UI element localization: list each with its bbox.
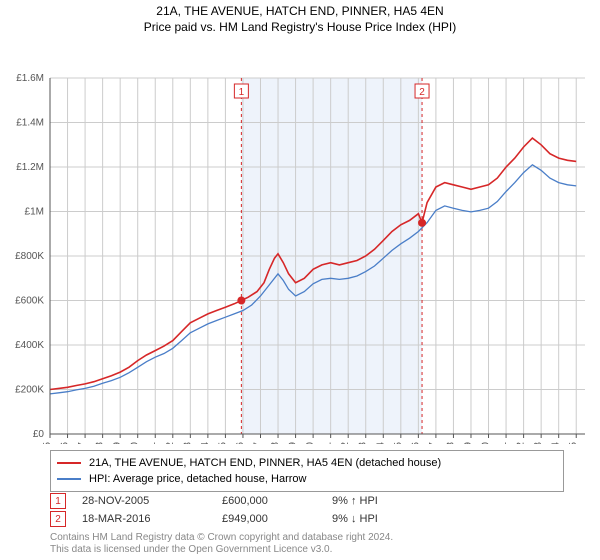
svg-text:2012: 2012 (340, 442, 351, 444)
svg-text:2013: 2013 (358, 442, 369, 444)
sale-row: 2 18-MAR-2016 £949,000 9% ↓ HPI (50, 510, 442, 528)
footer-line: This data is licensed under the Open Gov… (50, 544, 393, 556)
price-chart: £0 £200K £400K £600K £800K £1M £1.2M £1.4M £1.6M… (0, 34, 600, 444)
svg-text:2: 2 (419, 87, 425, 98)
footer-line: Contains HM Land Registry data © Crown c… (50, 532, 393, 544)
svg-text:2017: 2017 (428, 442, 439, 444)
svg-text:£1.4M: £1.4M (16, 118, 44, 129)
svg-text:£400K: £400K (15, 340, 44, 351)
sale-marker-box: 2 (50, 511, 66, 527)
sales-table: 1 28-NOV-2005 £600,000 9% ↑ HPI 2 18-MAR… (50, 492, 442, 528)
svg-text:2022: 2022 (516, 442, 527, 444)
svg-text:2024: 2024 (551, 442, 562, 444)
legend-box: 21A, THE AVENUE, HATCH END, PINNER, HA5 … (50, 450, 564, 492)
legend-item-property: 21A, THE AVENUE, HATCH END, PINNER, HA5 … (57, 455, 557, 471)
svg-text:2021: 2021 (498, 442, 509, 444)
sale-delta: 9% ↓ HPI (332, 513, 442, 525)
svg-text:2004: 2004 (200, 442, 211, 444)
svg-text:2009: 2009 (288, 442, 299, 444)
svg-text:2023: 2023 (533, 442, 544, 444)
legend-label: HPI: Average price, detached house, Harr… (89, 473, 306, 485)
svg-text:2008: 2008 (270, 442, 281, 444)
sale-marker-box: 1 (50, 493, 66, 509)
svg-text:£1.6M: £1.6M (16, 73, 44, 84)
svg-text:2001: 2001 (147, 442, 158, 444)
svg-text:1997: 1997 (77, 442, 88, 444)
svg-text:2018: 2018 (445, 442, 456, 444)
title-address: 21A, THE AVENUE, HATCH END, PINNER, HA5 … (0, 4, 600, 18)
svg-text:1995: 1995 (42, 442, 53, 444)
chart-titles: 21A, THE AVENUE, HATCH END, PINNER, HA5 … (0, 0, 600, 34)
legend-item-hpi: HPI: Average price, detached house, Harr… (57, 471, 557, 487)
svg-text:2019: 2019 (463, 442, 474, 444)
svg-text:2006: 2006 (235, 442, 246, 444)
svg-text:2020: 2020 (481, 442, 492, 444)
svg-text:1998: 1998 (95, 442, 106, 444)
svg-text:£200K: £200K (15, 385, 44, 396)
svg-text:1996: 1996 (60, 442, 71, 444)
svg-text:£1.2M: £1.2M (16, 162, 44, 173)
sale-row: 1 28-NOV-2005 £600,000 9% ↑ HPI (50, 492, 442, 510)
svg-text:1: 1 (239, 87, 245, 98)
title-subtitle: Price paid vs. HM Land Registry's House … (0, 20, 600, 34)
svg-text:1999: 1999 (112, 442, 123, 444)
sale-date: 28-NOV-2005 (82, 495, 222, 507)
svg-text:£600K: £600K (15, 296, 44, 307)
svg-text:2005: 2005 (217, 442, 228, 444)
svg-text:2010: 2010 (305, 442, 316, 444)
svg-text:2000: 2000 (130, 442, 141, 444)
legend-swatch (57, 462, 81, 464)
sale-date: 18-MAR-2016 (82, 513, 222, 525)
svg-text:2011: 2011 (323, 442, 334, 444)
svg-text:2015: 2015 (393, 442, 404, 444)
svg-text:2016: 2016 (410, 442, 421, 444)
svg-text:2003: 2003 (182, 442, 193, 444)
svg-text:2025: 2025 (568, 442, 579, 444)
sale-price: £600,000 (222, 495, 332, 507)
legend-label: 21A, THE AVENUE, HATCH END, PINNER, HA5 … (89, 457, 441, 469)
svg-text:2002: 2002 (165, 442, 176, 444)
chart-container: 21A, THE AVENUE, HATCH END, PINNER, HA5 … (0, 0, 600, 560)
svg-text:2007: 2007 (252, 442, 263, 444)
footer-attribution: Contains HM Land Registry data © Crown c… (50, 532, 393, 556)
svg-text:2014: 2014 (375, 442, 386, 444)
svg-text:£1M: £1M (25, 207, 44, 218)
sale-delta: 9% ↑ HPI (332, 495, 442, 507)
svg-text:£0: £0 (33, 429, 45, 440)
sale-price: £949,000 (222, 513, 332, 525)
svg-text:£800K: £800K (15, 251, 44, 262)
legend-swatch (57, 478, 81, 480)
